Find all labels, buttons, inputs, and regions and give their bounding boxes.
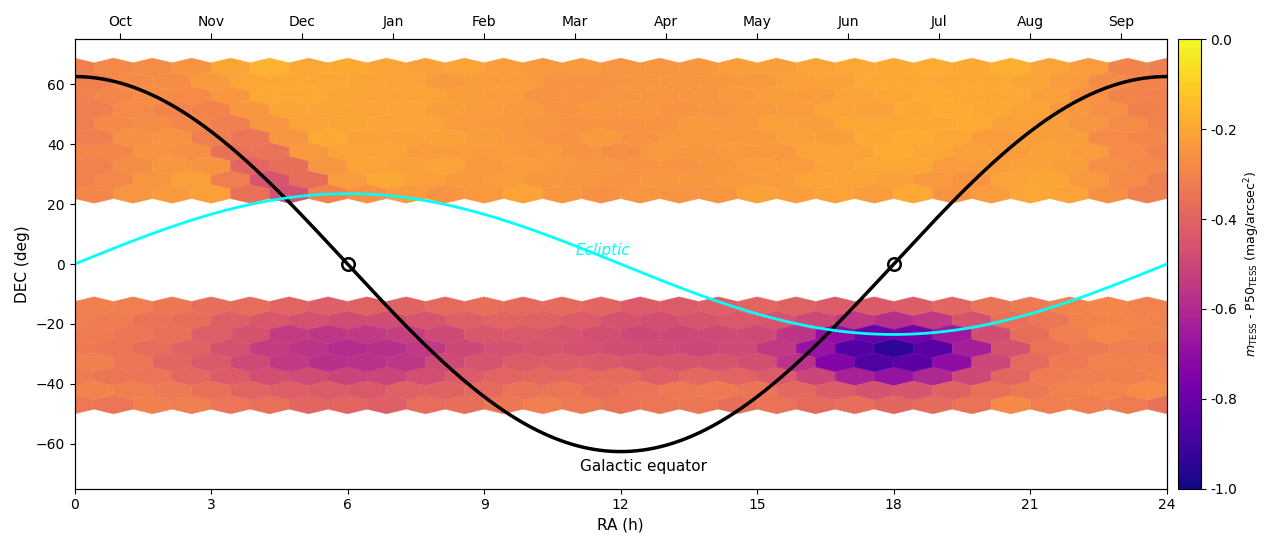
Y-axis label: DEC (deg): DEC (deg)	[15, 225, 29, 303]
Text: Ecliptic: Ecliptic	[575, 243, 630, 258]
Y-axis label: $m_\mathrm{TESS}$ - P50$_\mathrm{TESS}$ (mag/arcsec$^2$): $m_\mathrm{TESS}$ - P50$_\mathrm{TESS}$ …	[1243, 171, 1262, 357]
Text: Galactic equator: Galactic equator	[580, 459, 707, 474]
X-axis label: RA (h): RA (h)	[598, 518, 644, 533]
